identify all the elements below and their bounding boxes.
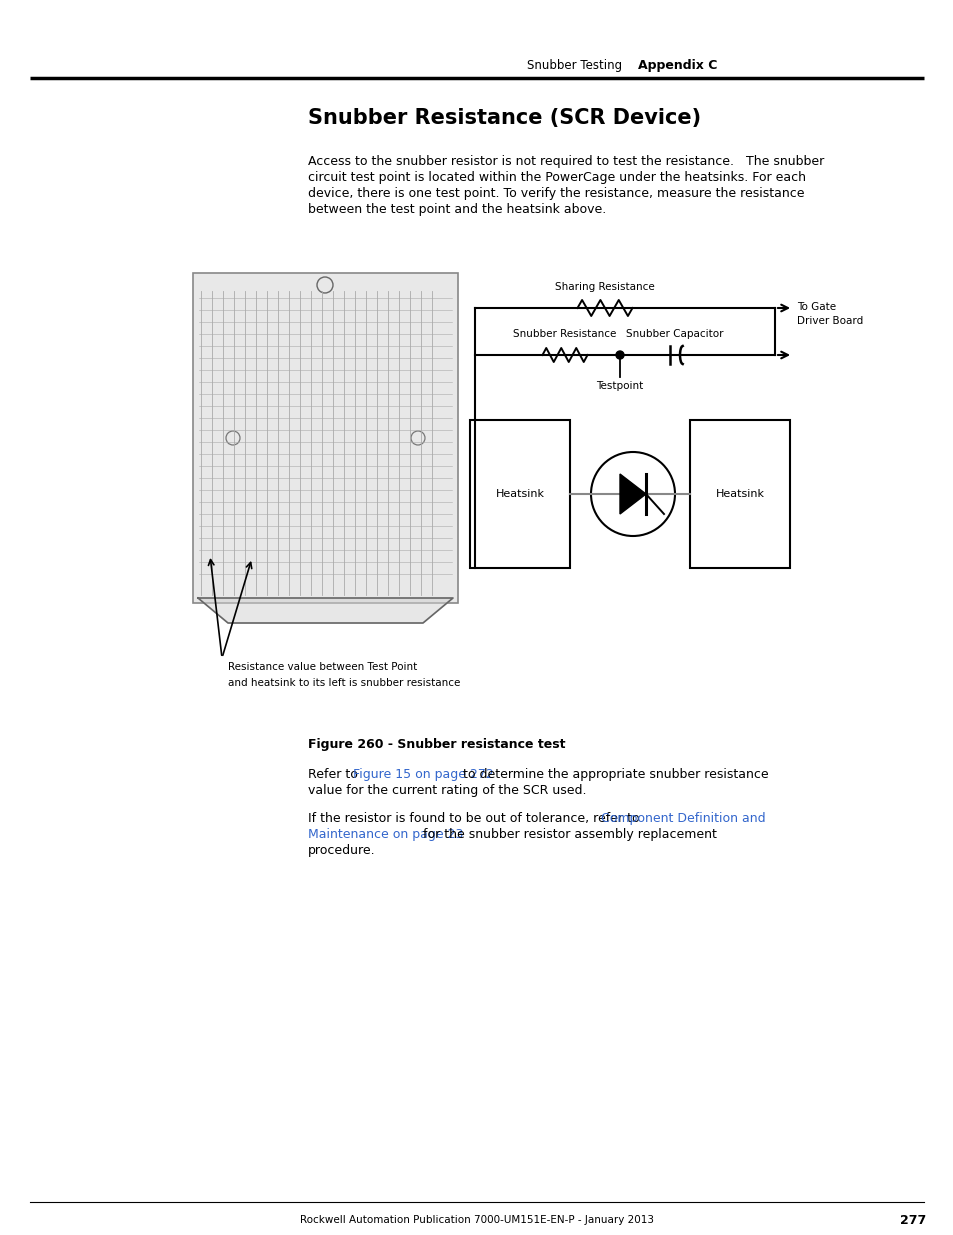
Text: Component Definition and: Component Definition and bbox=[600, 811, 764, 825]
Text: and heatsink to its left is snubber resistance: and heatsink to its left is snubber resi… bbox=[228, 678, 460, 688]
Text: Refer to: Refer to bbox=[308, 768, 361, 781]
Text: To Gate: To Gate bbox=[796, 303, 835, 312]
Bar bbox=[193, 273, 457, 603]
Text: Snubber Testing: Snubber Testing bbox=[526, 58, 621, 72]
Text: Resistance value between Test Point: Resistance value between Test Point bbox=[228, 662, 416, 672]
Text: 277: 277 bbox=[899, 1214, 925, 1226]
Text: circuit test point is located within the PowerCage under the heatsinks. For each: circuit test point is located within the… bbox=[308, 170, 805, 184]
Text: Heatsink: Heatsink bbox=[495, 489, 544, 499]
Text: Figure 260 - Snubber resistance test: Figure 260 - Snubber resistance test bbox=[308, 739, 565, 751]
Text: If the resistor is found to be out of tolerance, refer to: If the resistor is found to be out of to… bbox=[308, 811, 643, 825]
Text: Appendix C: Appendix C bbox=[638, 58, 717, 72]
Text: Heatsink: Heatsink bbox=[715, 489, 763, 499]
Polygon shape bbox=[619, 474, 645, 514]
Text: Driver Board: Driver Board bbox=[796, 316, 862, 326]
Bar bbox=[689, 420, 789, 568]
Text: procedure.: procedure. bbox=[308, 844, 375, 857]
Text: Testpoint: Testpoint bbox=[596, 382, 643, 391]
Text: to determine the appropriate snubber resistance: to determine the appropriate snubber res… bbox=[459, 768, 768, 781]
Text: Figure 15 on page 272: Figure 15 on page 272 bbox=[353, 768, 494, 781]
Text: Sharing Resistance: Sharing Resistance bbox=[555, 282, 654, 291]
Text: for the snubber resistor assembly replacement: for the snubber resistor assembly replac… bbox=[418, 827, 717, 841]
Text: between the test point and the heatsink above.: between the test point and the heatsink … bbox=[308, 203, 605, 216]
Text: Snubber Resistance (SCR Device): Snubber Resistance (SCR Device) bbox=[308, 107, 700, 128]
Text: Snubber Resistance: Snubber Resistance bbox=[513, 329, 616, 338]
Text: device, there is one test point. To verify the resistance, measure the resistanc: device, there is one test point. To veri… bbox=[308, 186, 803, 200]
Text: value for the current rating of the SCR used.: value for the current rating of the SCR … bbox=[308, 784, 586, 797]
Text: Maintenance on page 23: Maintenance on page 23 bbox=[308, 827, 463, 841]
Bar bbox=[470, 420, 569, 568]
Polygon shape bbox=[198, 598, 453, 622]
Text: Access to the snubber resistor is not required to test the resistance.   The snu: Access to the snubber resistor is not re… bbox=[308, 156, 823, 168]
Text: Snubber Capacitor: Snubber Capacitor bbox=[625, 329, 723, 338]
Text: Rockwell Automation Publication 7000-UM151E-EN-P - January 2013: Rockwell Automation Publication 7000-UM1… bbox=[299, 1215, 654, 1225]
Circle shape bbox=[616, 351, 623, 359]
